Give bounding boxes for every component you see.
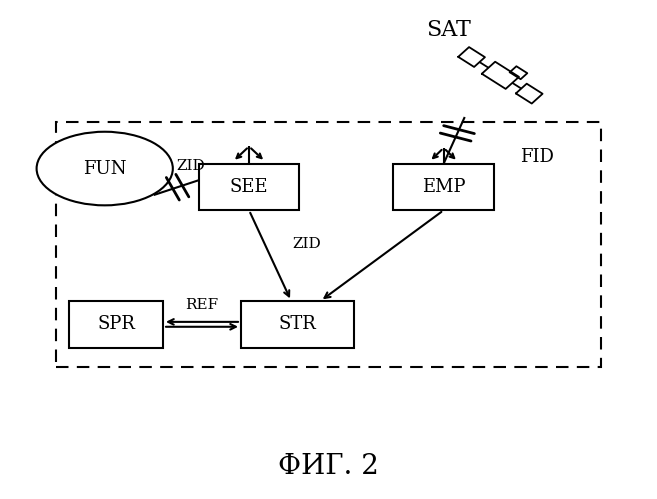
Text: EMP: EMP (422, 178, 465, 196)
Bar (56, 122, 601, 367)
Bar (241, 301, 354, 348)
Text: STR: STR (279, 315, 317, 333)
Text: ZID: ZID (177, 159, 205, 173)
Text: ZID: ZID (293, 237, 321, 250)
Text: SPR: SPR (97, 315, 135, 333)
Text: ФИГ. 2: ФИГ. 2 (278, 453, 379, 480)
Text: SEE: SEE (230, 178, 268, 196)
Text: FUN: FUN (83, 160, 126, 178)
Text: FID: FID (520, 149, 554, 167)
Ellipse shape (37, 132, 173, 206)
Bar (69, 301, 163, 348)
Text: REF: REF (185, 298, 219, 312)
Bar (394, 164, 494, 210)
Bar (199, 164, 300, 210)
Text: SAT: SAT (426, 19, 471, 41)
